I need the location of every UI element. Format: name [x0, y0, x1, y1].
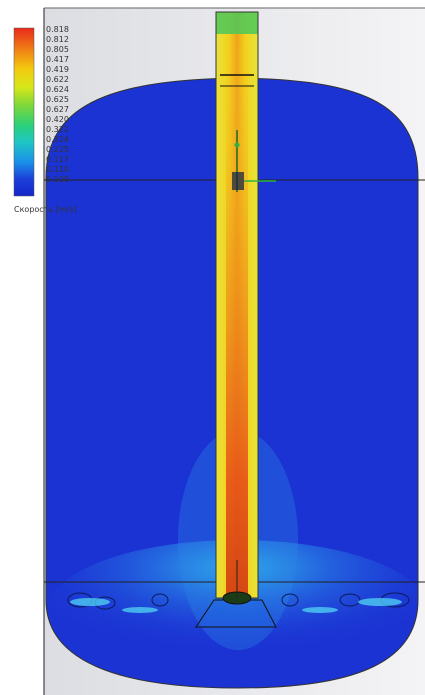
- column-top-region: [216, 12, 258, 34]
- legend-label: 0.117: [46, 155, 69, 164]
- legend-label: 0.622: [46, 75, 69, 84]
- legend-label: 0.100: [46, 175, 69, 184]
- legend-label: 0.625: [46, 95, 69, 104]
- impeller: [195, 560, 277, 628]
- legend-label: 0.818: [46, 25, 69, 34]
- legend-label: 0.812: [46, 35, 69, 44]
- legend-title: Скорость [m/s]: [14, 205, 77, 214]
- legend-label: 0.624: [46, 85, 69, 94]
- probe-markers: [232, 130, 276, 192]
- legend-label: 0.805: [46, 45, 69, 54]
- legend-label: 0.324: [46, 135, 69, 144]
- legend-label: 0.420: [46, 115, 69, 124]
- legend-label: 0.627: [46, 105, 69, 114]
- color-legend-bar: [13, 27, 35, 197]
- legend-label: 0.417: [46, 55, 69, 64]
- bottom-flow-region: [48, 540, 418, 680]
- legend-label: 0.225: [46, 145, 69, 154]
- legend-label: 0.419: [46, 65, 69, 74]
- legend-label: 0.110: [46, 165, 69, 174]
- central-column: [215, 11, 259, 599]
- legend-label: 0.322: [46, 125, 69, 134]
